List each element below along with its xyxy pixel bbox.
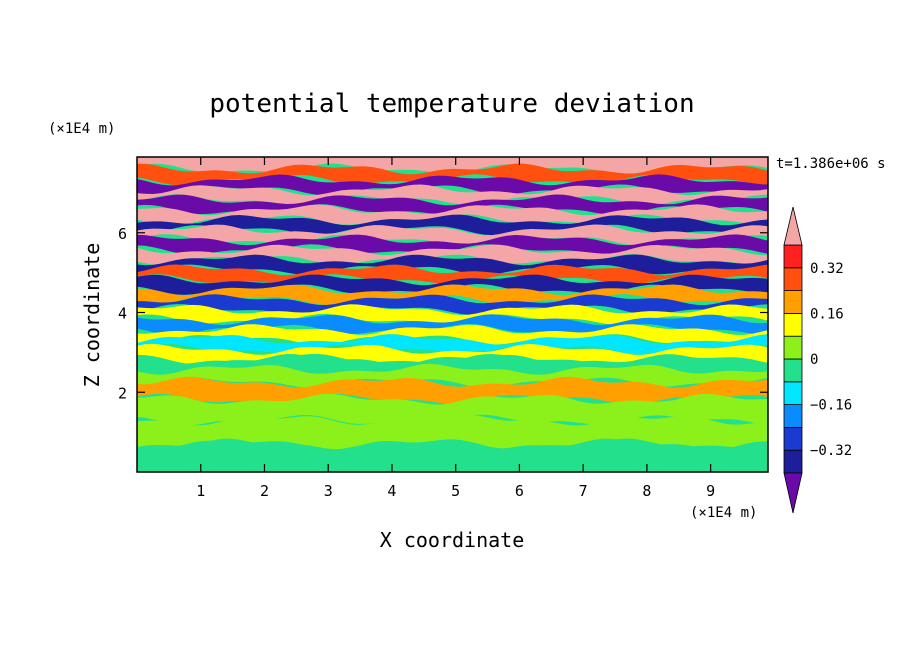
x-axis: 1 2 3 4 5 6 7 8 9 (196, 157, 715, 500)
colorbar-segment (783, 381, 803, 405)
x-tick-label: 5 (451, 482, 460, 500)
colorbar-segment (783, 449, 803, 474)
plot-frame (136, 156, 769, 473)
colorbar-tick-label: 0 (810, 352, 818, 368)
contour-band (137, 393, 768, 426)
contour-field (137, 157, 768, 472)
x-tick-label: 8 (642, 482, 651, 500)
contour-band (137, 363, 768, 388)
contour-band (137, 163, 768, 186)
colorbar-segment (783, 358, 803, 383)
contour-band (137, 294, 768, 315)
contour-band (137, 438, 768, 472)
colorbar-lower-extend (783, 472, 803, 514)
y-axis: 2 4 6 (118, 225, 768, 402)
x-tick-label: 2 (260, 482, 269, 500)
contour-band (137, 174, 768, 196)
y-axis-label: Z coordinate (80, 243, 104, 388)
contour-band (137, 234, 768, 255)
colorbar-tick-label: −0.32 (810, 443, 852, 459)
contour-band (137, 324, 768, 345)
x-tick-label: 7 (579, 482, 588, 500)
contour-band (137, 376, 768, 405)
colorbar-tick-label: −0.16 (810, 398, 852, 414)
y-tick-label: 2 (118, 384, 127, 402)
x-tick-label: 1 (196, 482, 205, 500)
contour-band (137, 184, 768, 206)
x-tick-label: 4 (387, 482, 396, 500)
contour-band (137, 254, 768, 276)
x-tick-label: 6 (515, 482, 524, 500)
colorbar-segment (783, 404, 803, 428)
x-tick-label: 9 (706, 482, 715, 500)
colorbar-segment (783, 426, 803, 451)
contour-band (137, 354, 768, 375)
y-tick-label: 4 (118, 305, 127, 323)
chart-title: potential temperature deviation (209, 89, 694, 119)
colorbar: 0.32 0.16 0 −0.16 −0.32 (783, 206, 852, 514)
time-label: t=1.386e+06 s (776, 156, 886, 172)
contour-band (137, 284, 768, 305)
y-unit-label: (×1E4 m) (48, 121, 115, 137)
colorbar-segment (783, 267, 803, 291)
colorbar-tick-label: 0.32 (810, 261, 844, 277)
x-axis-label: X coordinate (380, 528, 525, 552)
colorbar-tick-label: 0.16 (810, 306, 844, 322)
colorbar-segment (783, 312, 803, 337)
x-unit-label: (×1E4 m) (690, 505, 757, 521)
colorbar-segment (783, 290, 803, 314)
colorbar-segment (783, 244, 803, 269)
contour-band (137, 214, 768, 236)
contour-band (137, 414, 768, 450)
y-tick-label: 6 (118, 225, 127, 243)
contour-band (137, 304, 768, 325)
colorbar-upper-extend (783, 206, 803, 246)
contour-band (137, 343, 768, 365)
x-tick-label: 3 (324, 482, 333, 500)
colorbar-segment (783, 335, 803, 360)
contour-band (137, 244, 768, 266)
contour-band (137, 194, 768, 216)
contour-band (137, 157, 768, 175)
